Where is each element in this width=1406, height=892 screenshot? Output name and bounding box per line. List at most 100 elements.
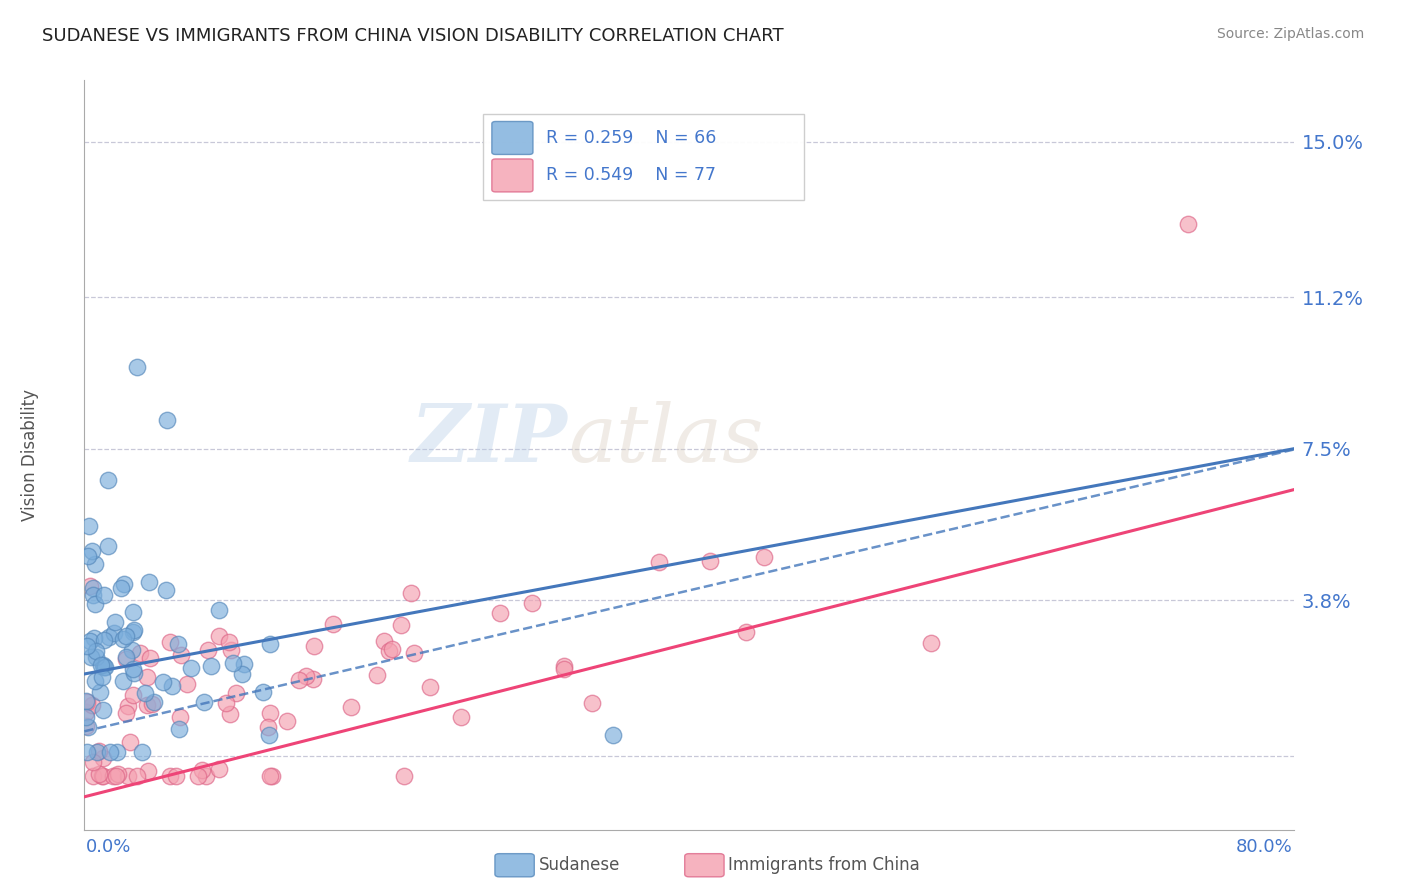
Point bbox=[208, 603, 231, 617]
Point bbox=[114, 652, 136, 666]
Point bbox=[127, 359, 149, 374]
Point bbox=[522, 596, 544, 610]
Point bbox=[295, 669, 318, 683]
Text: R = 0.259    N = 66: R = 0.259 N = 66 bbox=[547, 129, 717, 147]
Point bbox=[193, 695, 215, 709]
Point bbox=[143, 696, 166, 710]
Point bbox=[114, 629, 136, 643]
Point bbox=[84, 644, 107, 658]
Point bbox=[76, 695, 98, 709]
Point bbox=[754, 549, 776, 564]
Point bbox=[75, 710, 97, 724]
Point bbox=[93, 633, 115, 648]
Point bbox=[76, 745, 98, 759]
Point bbox=[118, 735, 141, 749]
Point bbox=[76, 640, 98, 654]
Point bbox=[77, 519, 100, 533]
Point bbox=[121, 661, 143, 675]
Point bbox=[176, 677, 198, 691]
Point bbox=[156, 413, 179, 427]
Point bbox=[301, 672, 323, 686]
Point bbox=[648, 555, 671, 569]
Point bbox=[75, 719, 97, 733]
Point bbox=[121, 605, 143, 619]
Point bbox=[90, 657, 112, 672]
Point bbox=[257, 720, 280, 734]
Point bbox=[208, 762, 231, 776]
Point bbox=[122, 625, 145, 640]
Point bbox=[169, 710, 191, 724]
Point bbox=[450, 710, 472, 724]
Point bbox=[91, 750, 114, 764]
Point bbox=[215, 696, 238, 710]
Point bbox=[82, 544, 104, 558]
Point bbox=[79, 579, 101, 593]
Point bbox=[366, 667, 388, 681]
Point bbox=[84, 650, 107, 665]
Point bbox=[219, 642, 242, 657]
Point bbox=[304, 639, 326, 653]
Point bbox=[76, 720, 98, 734]
Point bbox=[86, 745, 108, 759]
Point bbox=[94, 660, 117, 674]
Point bbox=[262, 769, 284, 783]
Point bbox=[129, 646, 152, 660]
Text: Vision Disability: Vision Disability bbox=[21, 389, 39, 521]
Text: 0.0%: 0.0% bbox=[86, 838, 131, 855]
Point bbox=[222, 656, 245, 670]
Point bbox=[166, 637, 188, 651]
Point bbox=[208, 629, 231, 643]
Point bbox=[82, 769, 104, 783]
Point bbox=[100, 745, 122, 759]
Point bbox=[553, 659, 575, 673]
Point bbox=[187, 769, 209, 783]
Point bbox=[75, 706, 97, 720]
Point bbox=[104, 615, 127, 629]
Point bbox=[380, 641, 402, 656]
Point bbox=[259, 769, 281, 783]
Point bbox=[75, 694, 97, 708]
Point bbox=[138, 764, 160, 779]
Point bbox=[322, 617, 344, 632]
Point bbox=[82, 581, 104, 595]
Point bbox=[134, 686, 156, 700]
Point bbox=[93, 588, 115, 602]
Point bbox=[115, 650, 138, 665]
Point bbox=[339, 700, 361, 714]
Point bbox=[124, 623, 146, 637]
Point bbox=[121, 643, 143, 657]
Point bbox=[219, 707, 242, 722]
Point bbox=[112, 577, 135, 591]
Point bbox=[218, 635, 240, 649]
Point bbox=[82, 698, 104, 712]
Point bbox=[122, 688, 145, 702]
Point bbox=[488, 606, 510, 620]
Point bbox=[122, 665, 145, 680]
Point bbox=[115, 706, 138, 720]
Point bbox=[160, 679, 183, 693]
Point bbox=[82, 755, 104, 769]
Point bbox=[159, 769, 181, 783]
Point bbox=[194, 769, 217, 783]
Point bbox=[152, 674, 174, 689]
Point bbox=[167, 723, 190, 737]
Point bbox=[112, 632, 135, 647]
Point bbox=[373, 633, 395, 648]
Point bbox=[91, 769, 114, 783]
Point bbox=[84, 557, 107, 571]
Point bbox=[165, 769, 187, 783]
Point bbox=[699, 554, 721, 568]
Point bbox=[90, 670, 112, 684]
Point bbox=[232, 657, 254, 671]
Point bbox=[111, 673, 134, 688]
Point bbox=[93, 660, 115, 674]
Point bbox=[87, 767, 110, 781]
Point bbox=[84, 597, 107, 611]
Point bbox=[136, 670, 159, 684]
Point bbox=[402, 646, 425, 660]
Point bbox=[136, 698, 159, 713]
Point bbox=[97, 539, 120, 553]
Text: SUDANESE VS IMMIGRANTS FROM CHINA VISION DISABILITY CORRELATION CHART: SUDANESE VS IMMIGRANTS FROM CHINA VISION… bbox=[42, 27, 783, 45]
FancyBboxPatch shape bbox=[484, 114, 804, 200]
Point bbox=[105, 745, 128, 759]
